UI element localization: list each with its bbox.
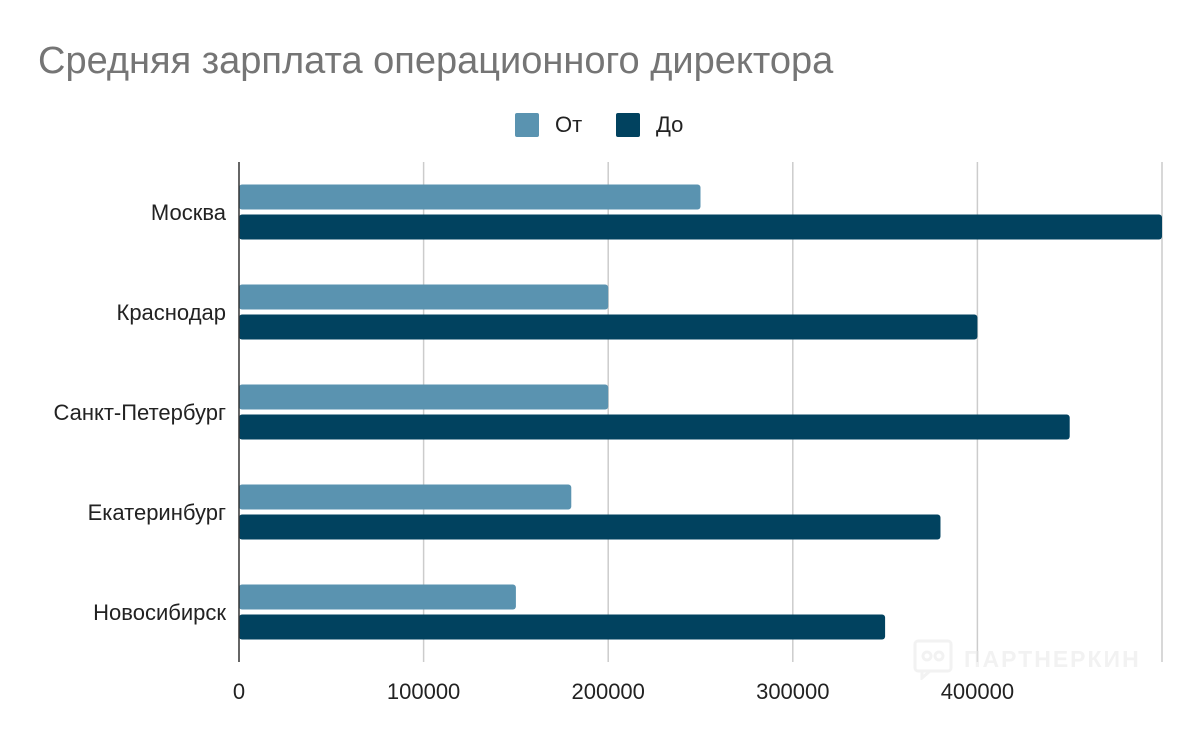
legend-item-do: До <box>616 110 683 140</box>
legend-label-ot: От <box>555 112 583 137</box>
legend-swatch-ot <box>515 113 539 137</box>
watermark: ПАРТНЕРКИН <box>912 638 1141 680</box>
y-category-label: Екатеринбург <box>88 500 226 525</box>
bar-ot <box>239 384 609 410</box>
bar-ot <box>239 484 572 510</box>
y-category-label: Москва <box>151 200 227 225</box>
bar-do <box>239 514 941 540</box>
chart-legend: От До <box>0 110 1200 140</box>
x-tick-label: 100000 <box>387 679 460 704</box>
bar-ot <box>239 584 516 610</box>
bar-do <box>239 314 978 340</box>
x-tick-label: 300000 <box>756 679 829 704</box>
y-category-label: Санкт-Петербург <box>53 400 226 425</box>
bar-do <box>239 214 1162 240</box>
x-tick-label: 200000 <box>571 679 644 704</box>
x-tick-label: 0 <box>233 679 245 704</box>
chart-title: Средняя зарплата операционного директора <box>38 40 834 82</box>
bar-do <box>239 614 886 640</box>
bar-ot <box>239 284 609 310</box>
y-category-label: Краснодар <box>117 300 227 325</box>
watermark-text: ПАРТНЕРКИН <box>964 645 1141 672</box>
bar-ot <box>239 184 701 210</box>
x-tick-label: 400000 <box>941 679 1014 704</box>
legend-swatch-do <box>616 113 640 137</box>
legend-label-do: До <box>656 112 684 137</box>
bar-do <box>239 414 1070 440</box>
legend-item-ot: От <box>515 110 582 140</box>
y-category-label: Новосибирск <box>93 600 226 625</box>
partnerkin-logo-icon <box>913 639 953 680</box>
